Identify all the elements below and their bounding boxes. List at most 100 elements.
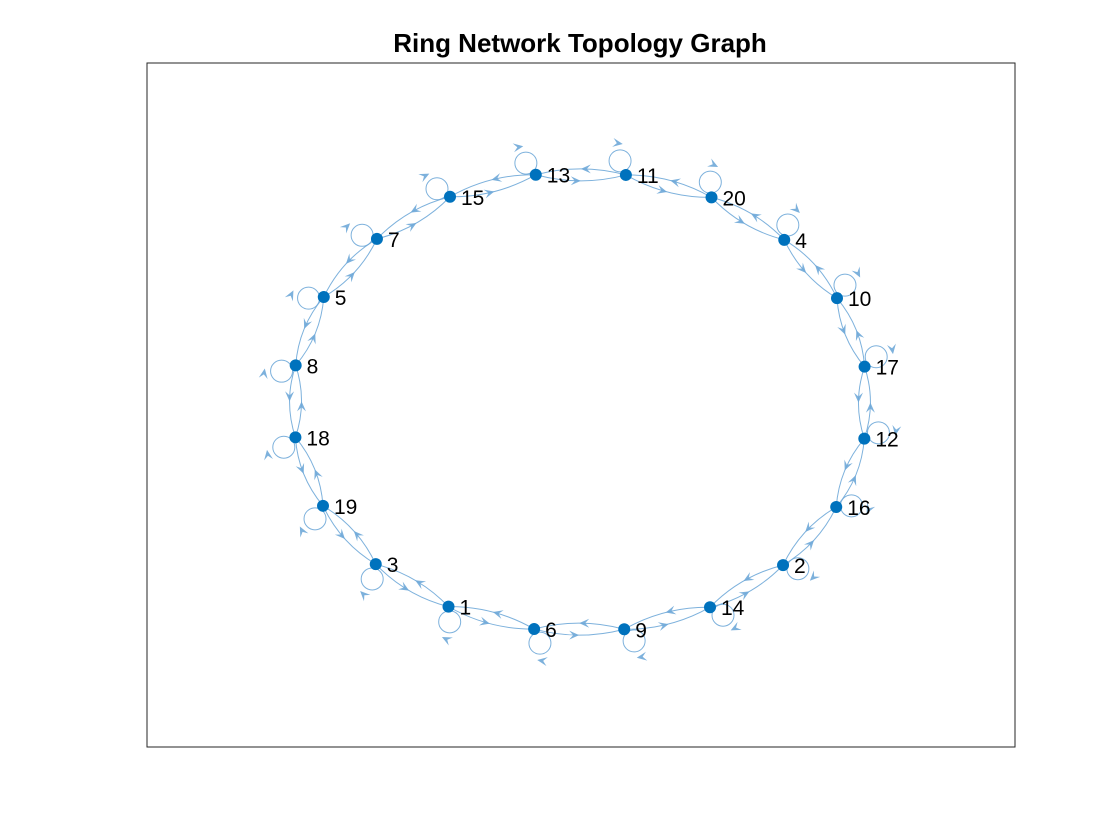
node-15 (444, 190, 457, 203)
edge-19-3 (322, 505, 377, 565)
edge-arrow-7-5 (345, 253, 357, 264)
edge-13-15 (449, 174, 536, 198)
edge-arrow-5-8 (303, 317, 313, 329)
self-loop-arrow-3 (360, 590, 371, 602)
self-loop-arrow-4 (789, 202, 800, 214)
edge-arrow-3-19 (353, 530, 364, 542)
edge-2-14 (709, 564, 784, 608)
edge-arrow-4-20 (750, 213, 762, 223)
node-label-18: 18 (306, 427, 329, 450)
self-loop-arrow-18 (264, 449, 273, 461)
edge-12-17 (863, 366, 871, 439)
self-loop-arrow-2 (809, 570, 821, 581)
node-13 (529, 168, 542, 181)
edge-16-12 (835, 438, 865, 508)
self-loop-13 (514, 151, 538, 175)
edge-20-11 (625, 174, 712, 198)
edge-6-1 (448, 606, 535, 630)
edge-arrow-14-2 (738, 591, 750, 601)
self-loop-arrow-10 (851, 266, 861, 278)
edge-4-20 (711, 196, 785, 241)
self-loop-11 (608, 149, 632, 173)
node-5 (317, 290, 330, 303)
edge-layer (258, 138, 902, 666)
edge-12-16 (835, 438, 865, 508)
node-17 (858, 360, 871, 373)
node-label-6: 6 (545, 619, 557, 642)
edge-6-9 (533, 628, 625, 636)
node-16 (830, 501, 843, 514)
edge-arrow-2-16 (803, 540, 815, 551)
edge-arrow-9-6 (579, 618, 590, 628)
edge-arrow-1-3 (415, 580, 427, 590)
node-19 (317, 499, 330, 512)
self-loop-17 (864, 345, 888, 369)
edge-7-15 (376, 196, 451, 240)
self-loop-arrow-5 (284, 290, 294, 302)
edge-arrow-7-15 (405, 223, 417, 232)
edge-arrow-18-19 (295, 462, 305, 474)
edge-arrow-16-12 (847, 475, 857, 487)
node-11 (619, 168, 632, 181)
edge-9-14 (624, 606, 711, 630)
edge-8-5 (295, 296, 325, 366)
self-loop-arrow-15 (418, 173, 430, 183)
node-6 (528, 623, 541, 636)
edge-arrow-11-13 (580, 164, 591, 174)
self-loop-10 (833, 273, 857, 297)
edge-arrow-1-6 (478, 616, 490, 626)
edge-16-2 (782, 506, 837, 566)
edge-3-1 (375, 563, 449, 608)
edge-17-12 (858, 366, 866, 439)
node-label-10: 10 (848, 288, 871, 311)
node-1 (442, 600, 455, 613)
edge-arrow-6-1 (492, 610, 504, 619)
node-2 (777, 559, 790, 572)
self-loop-arrow-8 (258, 368, 268, 380)
edge-15-13 (449, 174, 537, 198)
edge-arrow-3-1 (398, 581, 410, 591)
edge-arrow-12-17 (865, 402, 875, 413)
edge-5-8 (295, 296, 325, 366)
edge-arrow-20-4 (733, 214, 745, 224)
edge-11-13 (535, 168, 627, 176)
node-3 (369, 558, 382, 571)
node-12 (858, 432, 871, 445)
edge-arrow-17-10 (855, 330, 865, 342)
self-loop-14 (711, 603, 735, 627)
node-label-2: 2 (794, 555, 806, 578)
edge-8-18 (289, 365, 297, 438)
edge-arrow-17-12 (853, 392, 863, 403)
edge-arrow-10-4 (815, 264, 826, 276)
node-20 (705, 191, 718, 204)
node-9 (618, 623, 631, 636)
edge-13-11 (535, 174, 627, 182)
self-loop-arrow-11 (612, 138, 623, 147)
edge-arrow-8-18 (285, 391, 295, 402)
node-label-19: 19 (334, 496, 357, 519)
edge-arrow-19-18 (314, 469, 323, 481)
edge-arrow-9-14 (657, 622, 669, 631)
node-label-13: 13 (547, 165, 570, 188)
edge-14-9 (623, 606, 711, 630)
self-loop-arrow-1 (441, 636, 453, 646)
self-loop-15 (425, 177, 449, 201)
self-loop-arrow-7 (339, 223, 351, 234)
node-label-17: 17 (876, 357, 899, 380)
self-loop-arrow-20 (707, 158, 719, 168)
edge-10-17 (836, 298, 865, 368)
self-loop-arrow-13 (512, 143, 524, 153)
edge-arrow-18-8 (297, 401, 307, 412)
edge-arrow-5-7 (344, 271, 355, 283)
edge-arrow-20-11 (670, 178, 682, 188)
node-label-5: 5 (335, 287, 347, 310)
edge-4-10 (783, 239, 838, 299)
self-loop-arrow-12 (892, 424, 902, 436)
self-loop-18 (272, 435, 296, 459)
edge-arrow-13-11 (570, 176, 581, 186)
node-4 (778, 233, 791, 246)
axes-box (146, 62, 1016, 748)
edge-arrow-15-7 (410, 203, 422, 213)
